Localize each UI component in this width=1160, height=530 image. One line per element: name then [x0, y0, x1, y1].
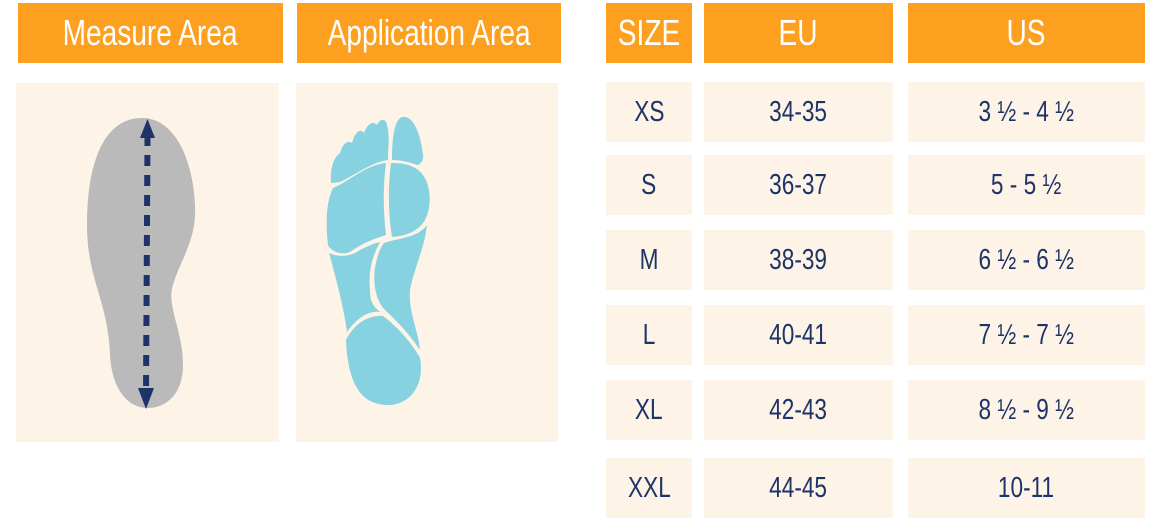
size-column-header: SIZE — [606, 3, 692, 63]
eu-value: 40-41 — [769, 318, 828, 351]
table-cell-eu: 36-37 — [704, 155, 893, 215]
size-value: XL — [635, 393, 663, 426]
eu-value: 44-45 — [769, 471, 828, 504]
table-cell-us: 10-11 — [908, 458, 1145, 518]
us-column-header: US — [908, 3, 1145, 63]
size-value: L — [642, 318, 656, 351]
table-cell-size: M — [606, 230, 692, 290]
measure-area-label: Measure Area — [63, 12, 238, 53]
measure-area-panel — [16, 83, 279, 442]
table-cell-size: XS — [606, 82, 692, 142]
table-cell-us: 8 ½ - 9 ½ — [908, 380, 1145, 440]
table-cell-eu: 38-39 — [704, 230, 893, 290]
us-value: 3 ½ - 4 ½ — [978, 95, 1075, 128]
size-value: S — [641, 168, 657, 201]
table-cell-eu: 44-45 — [704, 458, 893, 518]
application-area-header: Application Area — [297, 3, 561, 63]
table-cell-eu: 34-35 — [704, 82, 893, 142]
table-cell-us: 6 ½ - 6 ½ — [908, 230, 1145, 290]
table-cell-size: S — [606, 155, 692, 215]
table-cell-eu: 42-43 — [704, 380, 893, 440]
eu-header-label: EU — [778, 12, 818, 53]
eu-value: 42-43 — [769, 393, 828, 426]
application-area-panel — [296, 83, 558, 442]
table-cell-eu: 40-41 — [704, 305, 893, 365]
us-value: 5 - 5 ½ — [991, 168, 1062, 201]
us-value: 8 ½ - 9 ½ — [978, 393, 1075, 426]
table-cell-us: 3 ½ - 4 ½ — [908, 82, 1145, 142]
size-value: M — [639, 243, 659, 276]
table-cell-us: 7 ½ - 7 ½ — [908, 305, 1145, 365]
table-cell-us: 5 - 5 ½ — [908, 155, 1145, 215]
us-value: 7 ½ - 7 ½ — [978, 318, 1075, 351]
table-cell-size: XL — [606, 380, 692, 440]
shoe-sole-length-icon — [87, 118, 196, 409]
table-cell-size: XXL — [606, 458, 692, 518]
eu-value: 36-37 — [769, 168, 828, 201]
measure-area-header: Measure Area — [18, 3, 283, 63]
size-header-label: SIZE — [617, 12, 681, 53]
us-header-label: US — [1006, 12, 1046, 53]
us-value: 6 ½ - 6 ½ — [978, 243, 1075, 276]
eu-value: 34-35 — [769, 95, 828, 128]
size-value: XXL — [627, 471, 671, 504]
eu-value: 38-39 — [769, 243, 828, 276]
size-value: XS — [633, 95, 665, 128]
table-cell-size: L — [606, 305, 692, 365]
foot-sole-zones-icon — [326, 116, 430, 405]
eu-column-header: EU — [704, 3, 893, 63]
us-value: 10-11 — [998, 471, 1055, 504]
application-area-label: Application Area — [327, 12, 531, 53]
